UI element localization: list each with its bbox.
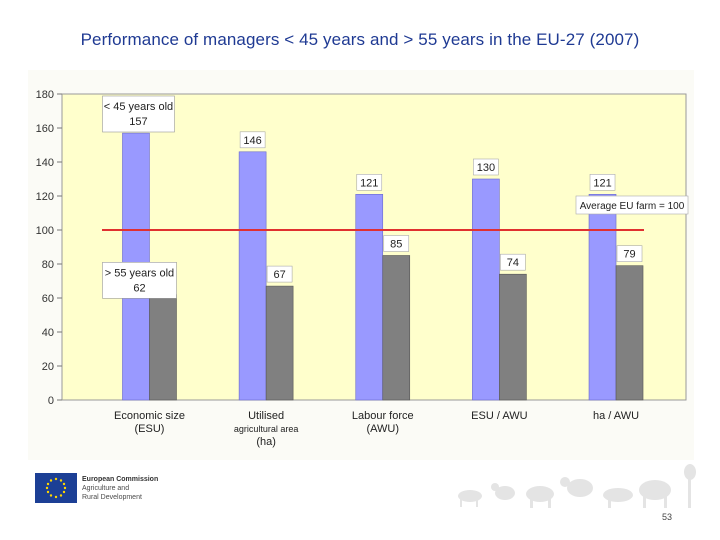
farm-animals-illustration — [458, 464, 696, 508]
data-label-under-45: 121 — [593, 177, 611, 189]
callout-over-55-value: 62 — [133, 282, 145, 294]
y-tick-label: 0 — [48, 395, 54, 407]
reference-line-label: Average EU farm = 100 — [580, 201, 685, 212]
callout-under-45-value: 157 — [129, 116, 147, 128]
organization-name: European Commission Agriculture and Rura… — [82, 475, 158, 502]
data-label-box — [356, 174, 383, 191]
bar-over-55 — [149, 294, 177, 401]
callout-over-55-box — [102, 261, 177, 299]
reference-label-box — [575, 195, 689, 215]
data-label-over-55: 74 — [507, 257, 519, 269]
y-tick-label: 40 — [42, 327, 54, 339]
x-category-label: ha / AWU — [593, 410, 639, 422]
page-number: 53 — [661, 512, 672, 522]
bar-over-55 — [382, 255, 411, 401]
bar-under-45 — [238, 151, 267, 401]
data-label-under-45: 121 — [360, 177, 378, 189]
y-tick-label: 80 — [42, 259, 54, 271]
x-category-label: Economic size — [114, 410, 185, 422]
eu-flag-logo — [35, 473, 77, 503]
x-category-label: agricultural area — [234, 424, 299, 434]
y-tick-label: 60 — [42, 293, 54, 305]
data-label-box — [266, 265, 293, 283]
data-label-box — [239, 131, 266, 149]
y-tick-label: 160 — [36, 123, 54, 135]
callout-under-45-label: < 45 years old — [104, 101, 173, 113]
data-label-over-55: 79 — [623, 249, 635, 261]
org-line-1: European Commission — [82, 476, 159, 483]
y-tick-label: 120 — [36, 191, 54, 203]
data-label-over-55: 85 — [390, 239, 402, 251]
x-category-label: ESU / AWU — [471, 410, 527, 422]
x-category-label: (ESU) — [135, 423, 165, 435]
x-category-label: Utilised — [248, 410, 284, 422]
org-line-2: Agriculture and — [82, 485, 130, 492]
x-category-label: (ha) — [256, 436, 276, 448]
bar-over-55 — [265, 285, 294, 401]
callout-under-45-box — [102, 95, 175, 133]
callout-over-55-label: > 55 years old — [105, 267, 174, 279]
chart-title: Performance of managers < 45 years and >… — [80, 30, 640, 49]
bar-under-45 — [588, 194, 617, 401]
bar-under-45 — [472, 178, 500, 401]
bar-over-55 — [615, 265, 644, 401]
y-tick-label: 140 — [36, 157, 54, 169]
data-label-box — [616, 245, 643, 262]
eu-stars-icon — [45, 477, 67, 499]
data-label-box — [383, 235, 410, 252]
data-label-box — [473, 158, 499, 176]
data-label-box — [500, 253, 526, 271]
x-category-label: (AWU) — [366, 423, 399, 435]
org-line-3: Rural Development — [82, 494, 142, 501]
y-tick-label: 20 — [42, 361, 54, 373]
data-label-under-45: 146 — [243, 135, 261, 147]
data-label-over-55: 67 — [273, 269, 285, 281]
data-label-under-45: 130 — [477, 162, 495, 174]
y-tick-label: 100 — [36, 225, 54, 237]
data-label-box — [589, 174, 616, 191]
y-tick-label: 180 — [36, 89, 54, 101]
bar-under-45 — [355, 194, 384, 401]
x-category-label: Labour force — [352, 410, 414, 422]
bar-over-55 — [499, 273, 527, 401]
